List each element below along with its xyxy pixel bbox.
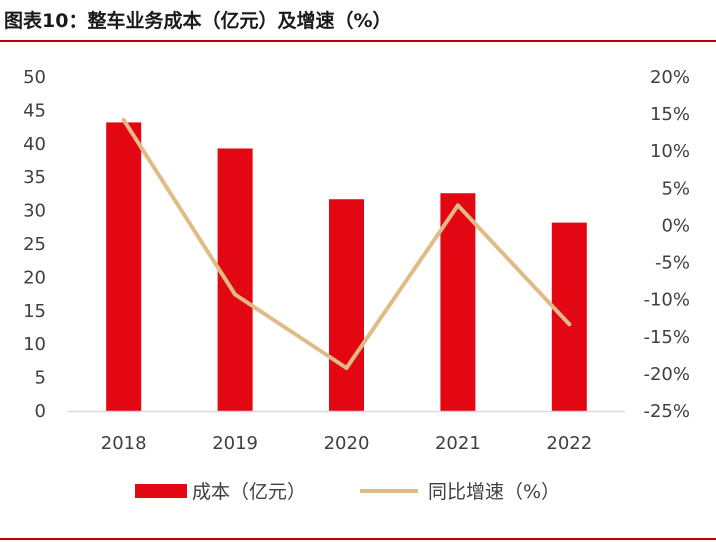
bar-2021 bbox=[440, 193, 476, 411]
right-tick-label: -5% bbox=[655, 253, 690, 274]
bar-2018 bbox=[106, 122, 142, 411]
x-tick-label-2018: 2018 bbox=[101, 433, 147, 454]
legend-swatch-cost bbox=[135, 484, 187, 498]
left-tick-label: 50 bbox=[23, 67, 46, 88]
left-tick-label: 40 bbox=[23, 134, 46, 155]
x-tick-label-2022: 2022 bbox=[546, 433, 592, 454]
left-tick-label: 5 bbox=[35, 368, 46, 389]
right-tick-label: -25% bbox=[643, 401, 690, 422]
growth-point-2022 bbox=[567, 322, 572, 327]
bar-2022 bbox=[551, 222, 587, 411]
growth-line-series bbox=[121, 118, 572, 370]
right-tick-label: 20% bbox=[650, 67, 690, 88]
x-tick-label-2020: 2020 bbox=[324, 433, 370, 454]
left-y-axis: 0 5 10 15 20 25 30 35 40 45 50 bbox=[23, 67, 46, 422]
right-tick-label: 5% bbox=[661, 178, 690, 199]
legend: 成本（亿元） 同比增速（%） bbox=[135, 481, 560, 503]
left-tick-label: 35 bbox=[23, 167, 46, 188]
growth-point-2020 bbox=[344, 365, 349, 370]
legend-label-growth: 同比增速（%） bbox=[428, 481, 560, 503]
x-tick-label-2021: 2021 bbox=[435, 433, 481, 454]
left-tick-label: 0 bbox=[35, 401, 46, 422]
left-tick-label: 45 bbox=[23, 100, 46, 121]
left-tick-label: 25 bbox=[23, 234, 46, 255]
left-tick-label: 15 bbox=[23, 301, 46, 322]
left-tick-label: 10 bbox=[23, 334, 46, 355]
growth-point-2018 bbox=[121, 118, 126, 123]
left-tick-label: 20 bbox=[23, 267, 46, 288]
bar-2019 bbox=[217, 148, 253, 411]
growth-point-2021 bbox=[455, 203, 460, 208]
growth-point-2019 bbox=[233, 292, 238, 297]
bar-2020 bbox=[329, 199, 364, 411]
x-tick-label-2019: 2019 bbox=[212, 433, 258, 454]
chart-title: 图表10：整车业务成本（亿元）及增速（%） bbox=[4, 10, 392, 32]
right-tick-label: 10% bbox=[650, 141, 690, 162]
right-tick-label: 15% bbox=[650, 104, 690, 125]
bottom-rule bbox=[0, 538, 716, 540]
x-axis-labels: 2018 2019 2020 2021 2022 bbox=[101, 433, 592, 454]
left-tick-label: 30 bbox=[23, 201, 46, 222]
right-tick-label: -15% bbox=[643, 327, 690, 348]
right-tick-label: -20% bbox=[643, 364, 690, 385]
right-y-axis: -25% -20% -15% -10% -5% 0% 5% 10% 15% 20% bbox=[643, 67, 690, 422]
right-tick-label: 0% bbox=[661, 215, 690, 236]
legend-label-cost: 成本（亿元） bbox=[192, 481, 306, 503]
top-rule bbox=[0, 40, 716, 42]
right-tick-label: -10% bbox=[643, 290, 690, 311]
